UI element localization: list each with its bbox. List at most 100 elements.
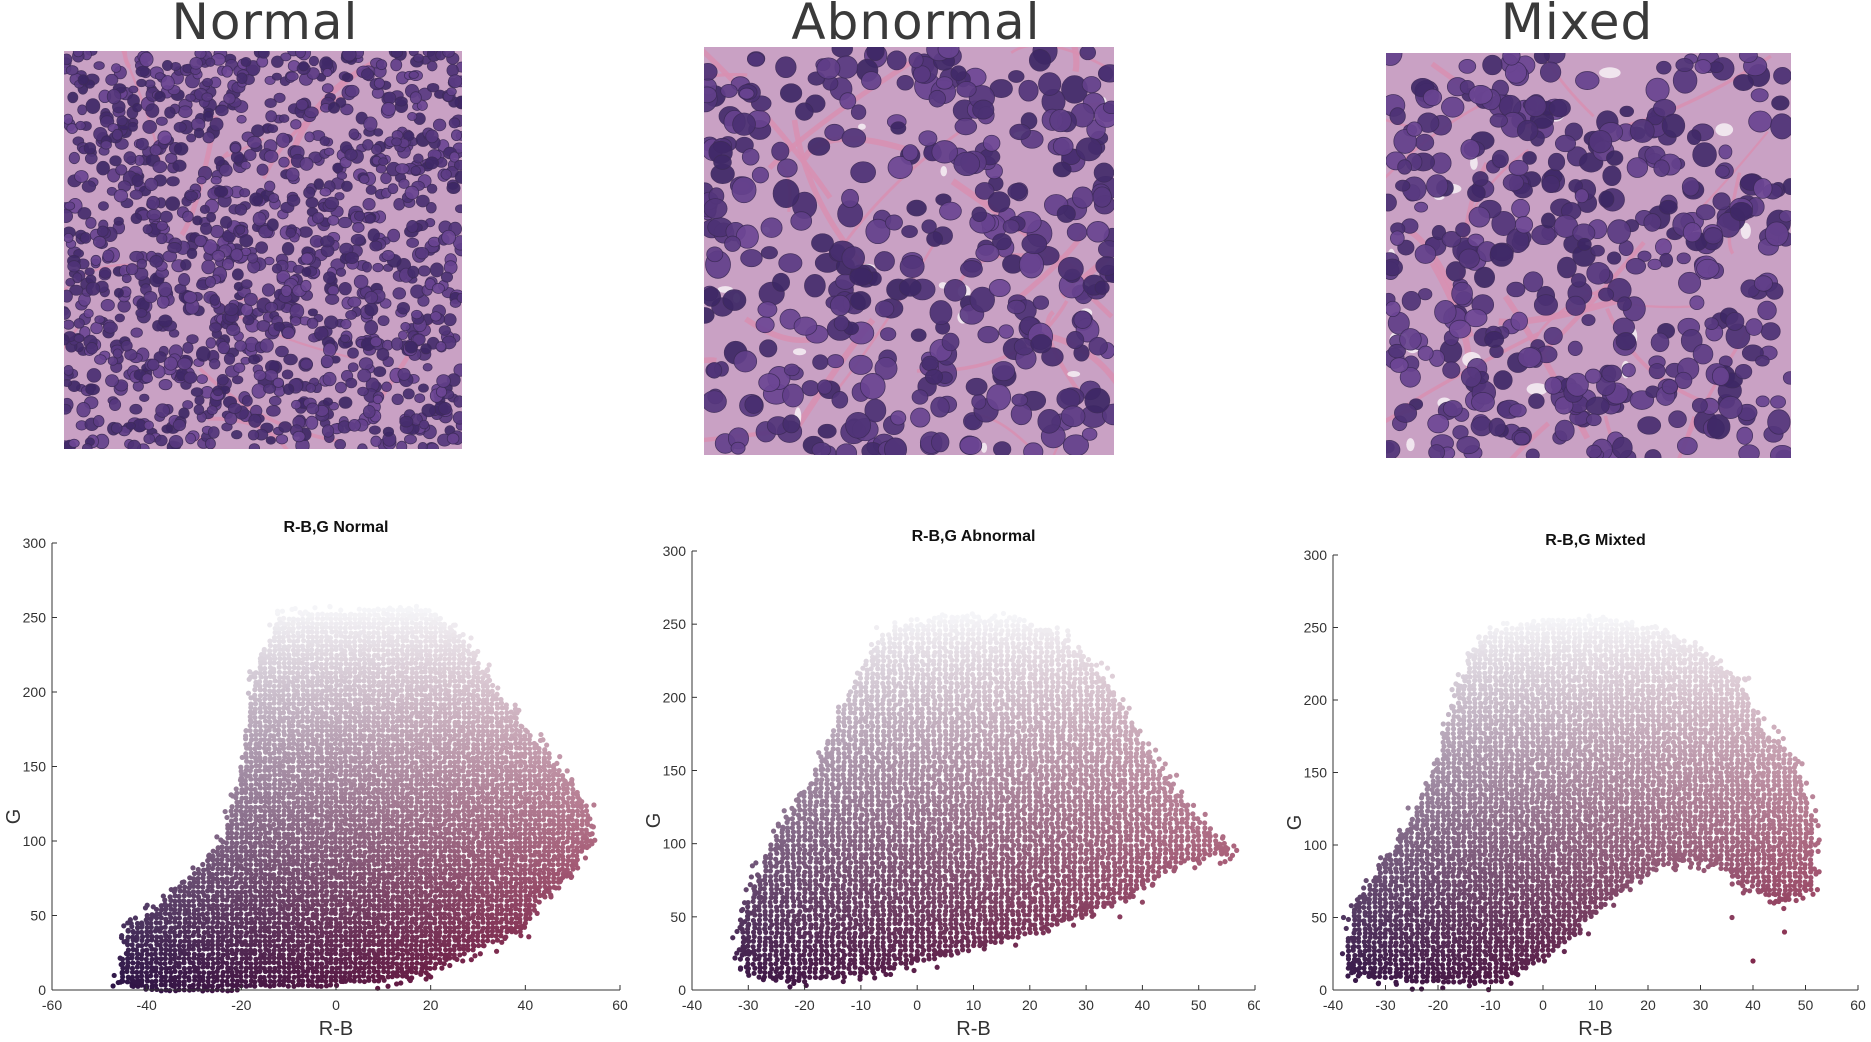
scatter-point	[168, 974, 174, 980]
cell-nucleus	[1009, 123, 1031, 141]
scatter-point	[347, 661, 353, 667]
cell-nucleus	[435, 386, 448, 398]
scatter-point	[318, 977, 325, 983]
scatter-point	[290, 764, 296, 770]
scatter-point	[285, 921, 291, 927]
cell-nucleus	[1066, 331, 1085, 350]
scatter-point	[257, 938, 263, 945]
cell-nucleus	[971, 394, 987, 410]
cell-nucleus	[1426, 174, 1449, 198]
cell-nucleus	[334, 192, 345, 201]
scatter-point	[290, 848, 297, 855]
cell-nucleus	[220, 215, 233, 229]
scatter-point	[313, 808, 319, 814]
scatter-point	[205, 974, 212, 981]
cell-nucleus	[196, 374, 208, 385]
scatter-point	[352, 866, 358, 872]
scatter-point	[196, 974, 202, 980]
scatter-point	[276, 884, 282, 890]
cell-nucleus	[334, 439, 347, 449]
cell-nucleus	[290, 119, 302, 130]
scatter-point	[304, 648, 310, 654]
scatter-point	[295, 982, 302, 988]
cell-nucleus	[795, 102, 814, 121]
scatter-point	[271, 733, 277, 739]
scatter-point	[228, 883, 234, 890]
scatter-point	[357, 776, 363, 783]
cell-nucleus	[1557, 256, 1577, 279]
scatter-point	[313, 861, 319, 868]
scatter-point	[324, 858, 330, 864]
vacuole	[1740, 222, 1751, 239]
scatter-point	[229, 840, 235, 846]
cell-nucleus	[283, 353, 298, 366]
cell-nucleus	[306, 402, 320, 415]
cell-nucleus	[348, 418, 361, 432]
scatter-point	[239, 816, 245, 823]
cell-nucleus	[111, 128, 123, 141]
scatter-point	[342, 648, 348, 654]
cell-nucleus	[223, 352, 236, 365]
scatter-point	[266, 782, 272, 788]
cell-nucleus	[811, 442, 832, 455]
cell-nucleus	[1602, 165, 1622, 186]
cell-nucleus	[731, 176, 757, 204]
scatter-point	[267, 812, 273, 819]
scatter-point	[225, 835, 231, 841]
scatter-point	[162, 960, 168, 967]
cell-nucleus	[1511, 198, 1531, 219]
scatter-point	[337, 728, 343, 734]
cell-nucleus	[82, 443, 93, 449]
cell-nucleus	[353, 274, 369, 290]
scatter-point	[244, 834, 250, 841]
scatter-point	[329, 893, 335, 900]
scatter-point	[348, 879, 354, 886]
cell-nucleus	[426, 183, 438, 194]
cell-nucleus	[300, 252, 314, 265]
cell-nucleus	[982, 134, 1001, 152]
scatter-point	[281, 715, 288, 721]
cell-nucleus	[417, 265, 431, 277]
scatter-point	[134, 964, 140, 970]
scatter-point	[163, 978, 169, 984]
scatter-point	[190, 960, 196, 966]
scatter-point	[342, 719, 348, 725]
scatter-point	[290, 937, 296, 944]
scatter-point	[314, 956, 320, 962]
cell-nucleus	[1541, 174, 1561, 193]
scatter-point	[186, 934, 192, 940]
scatter-point	[347, 620, 354, 626]
cell-nucleus	[407, 112, 418, 121]
scatter-point	[332, 724, 339, 730]
scatter-point	[347, 791, 353, 797]
scatter-point	[305, 764, 311, 770]
scatter-point	[333, 665, 339, 671]
scatter-point	[238, 964, 244, 970]
scatter-point	[181, 898, 187, 904]
scatter-point	[186, 974, 192, 981]
scatter-point	[328, 759, 334, 766]
cell-nucleus	[1093, 162, 1114, 183]
scatter-point	[248, 786, 254, 793]
scatter-point	[271, 893, 277, 899]
scatter-point	[272, 920, 278, 926]
scatter-point	[337, 616, 343, 622]
cell-nucleus	[739, 87, 755, 100]
cell-nucleus	[1533, 294, 1558, 316]
scatter-point	[291, 782, 297, 788]
scatter-point	[281, 769, 287, 775]
scatter-point	[280, 697, 286, 703]
scatter-point	[139, 943, 145, 949]
scatter-point	[320, 670, 326, 676]
scatter-point	[290, 633, 297, 639]
scatter-point	[299, 920, 305, 927]
stroma-fiber	[1071, 47, 1080, 73]
scatter-point	[319, 682, 325, 688]
cell-nucleus	[1071, 186, 1094, 209]
scatter-point	[347, 684, 353, 690]
scatter-point	[294, 813, 301, 819]
scatter-point	[237, 939, 244, 945]
cell-nucleus	[1678, 271, 1702, 294]
cell-nucleus	[759, 339, 778, 358]
scatter-point	[210, 919, 216, 926]
